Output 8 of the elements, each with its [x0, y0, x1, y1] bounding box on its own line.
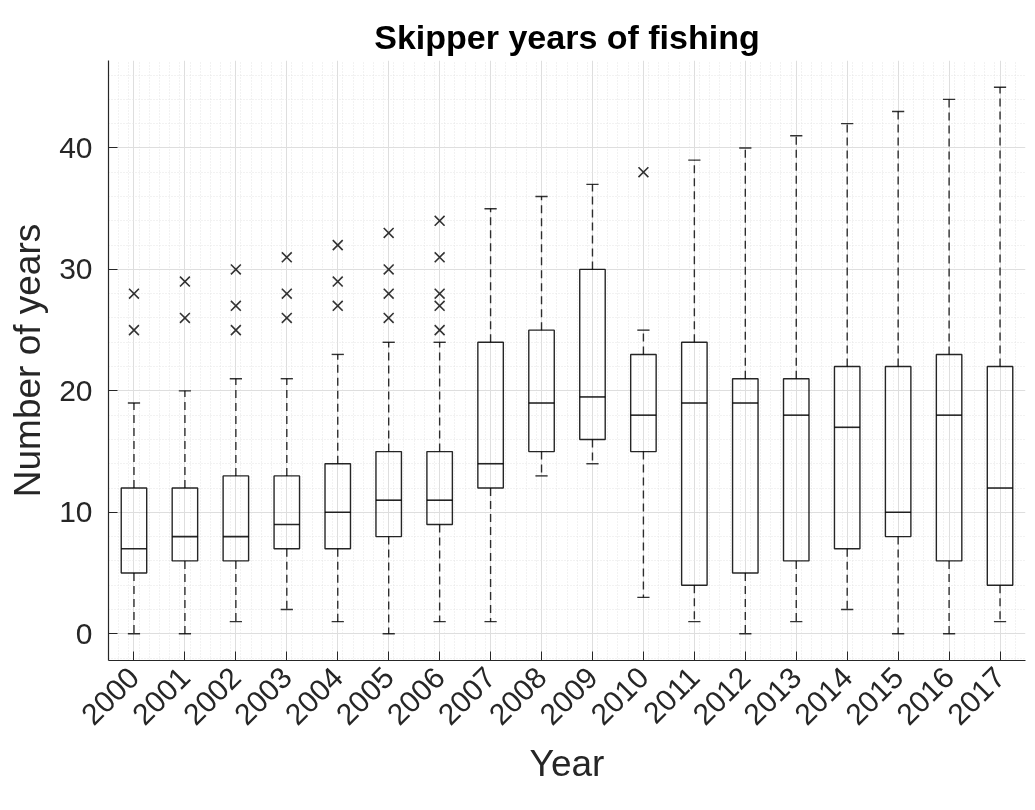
y-tick-label: 0 [75, 616, 93, 650]
y-tick-label: 10 [59, 495, 93, 529]
x-axis-title: Year [529, 742, 605, 784]
y-axis-title: Number of years [7, 223, 49, 498]
y-tick-label: 30 [59, 252, 93, 286]
y-tick-label: 20 [59, 373, 93, 407]
y-tick-label: 40 [59, 130, 93, 164]
chart-title: Skipper years of fishing [374, 17, 760, 56]
